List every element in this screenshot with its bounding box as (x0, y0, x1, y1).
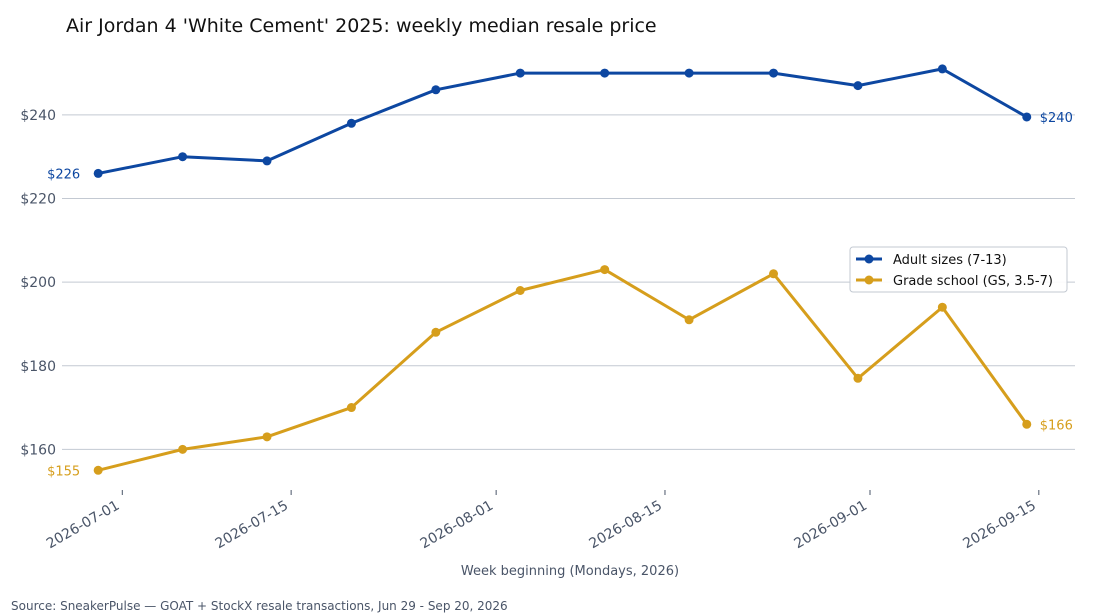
series-lines (93, 64, 1032, 475)
legend-box (849, 246, 1068, 293)
data-point (853, 81, 863, 91)
legend-marker (864, 275, 874, 285)
data-point (684, 315, 694, 325)
series-line (97, 268, 1028, 472)
x-tick-label: 2026-09-01 (792, 498, 870, 553)
data-point (600, 68, 610, 78)
start-value-label: $155 (47, 464, 80, 479)
x-tick-label: 2026-08-01 (418, 498, 496, 553)
data-point (431, 85, 441, 95)
y-tick-label: $200 (20, 275, 56, 291)
x-tick-label: 2026-09-15 (960, 498, 1038, 553)
data-point (515, 285, 525, 295)
y-tick-label: $240 (20, 108, 56, 124)
legend-label: Grade school (GS, 3.5-7) (893, 274, 1053, 289)
data-point (1022, 419, 1032, 429)
x-tick-label: 2026-08-15 (587, 498, 665, 553)
gridlines (62, 114, 1075, 450)
y-tick-label: $160 (20, 442, 56, 458)
data-point (937, 64, 947, 74)
source-note: Source: SneakerPulse — GOAT + StockX res… (11, 599, 508, 613)
data-point (262, 432, 272, 442)
end-value-label: $240 (1040, 111, 1073, 126)
chart-title: Air Jordan 4 'White Cement' 2025: weekly… (66, 15, 657, 37)
data-point (600, 265, 610, 275)
legend: Adult sizes (7-13) Grade school (GS, 3.5-… (849, 246, 1068, 293)
data-point (515, 68, 525, 78)
data-point (346, 118, 356, 128)
data-point (1022, 112, 1032, 122)
data-point (178, 152, 188, 162)
x-axis-label: Week beginning (Mondays, 2026) (461, 564, 679, 579)
data-point (769, 269, 779, 279)
data-point (93, 465, 103, 475)
y-tick-label: $220 (20, 192, 56, 208)
data-point (431, 327, 441, 337)
data-point (178, 444, 188, 454)
x-tick-label: 2026-07-15 (213, 498, 291, 553)
data-point (684, 68, 694, 78)
end-value-label: $166 (1040, 418, 1073, 433)
x-axis: 2026-07-01 2026-07-15 2026-08-01 2026-08-15… (44, 490, 1040, 553)
endpoint-labels: $226 $240 $155 $166 (47, 111, 1073, 479)
x-tick-label: 2026-07-01 (44, 498, 122, 553)
data-point (769, 68, 779, 78)
y-axis: $160 $180 $200 $220 $240 (20, 108, 56, 458)
legend-marker (864, 254, 874, 264)
series-line (97, 67, 1028, 175)
data-point (262, 156, 272, 166)
legend-label: Adult sizes (7-13) (893, 253, 1007, 268)
start-value-label: $226 (47, 167, 80, 182)
data-point (853, 373, 863, 383)
data-point (93, 168, 103, 178)
y-tick-label: $180 (20, 359, 56, 375)
data-point (937, 302, 947, 312)
data-point (346, 403, 356, 413)
